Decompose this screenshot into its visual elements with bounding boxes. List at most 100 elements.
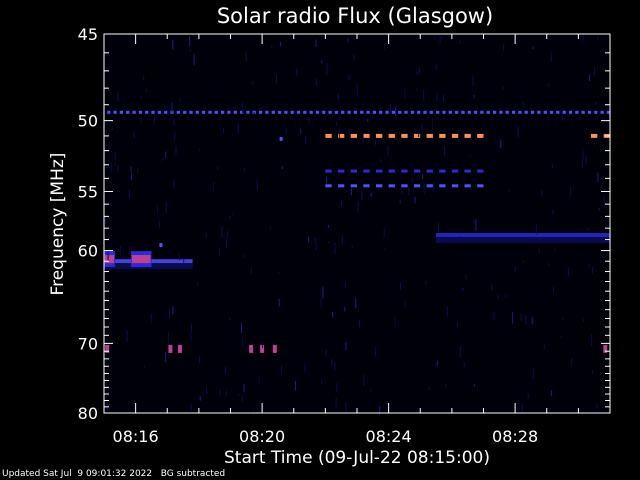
spectral-dash [202, 110, 206, 114]
noise-speck [262, 341, 264, 348]
noise-speck [550, 52, 552, 62]
spectral-dash [376, 184, 383, 188]
noise-speck [345, 342, 347, 351]
noise-speck [416, 88, 418, 91]
noise-speck [551, 390, 553, 397]
noise-speck [538, 248, 540, 254]
noise-speck [345, 402, 347, 414]
spectral-dash [439, 184, 446, 188]
plot-area [104, 34, 610, 413]
noise-speck [439, 36, 441, 43]
noise-speck [106, 401, 108, 411]
noise-speck [462, 287, 464, 291]
spectral-dash [464, 184, 471, 188]
y-tick-label: 70 [78, 334, 98, 353]
noise-speck [280, 41, 282, 47]
noise-speck [105, 217, 107, 225]
spectral-dash [350, 184, 357, 188]
spectral-dash [562, 110, 566, 114]
spectral-dash [284, 110, 288, 114]
noise-speck [271, 45, 273, 48]
noise-speck [435, 362, 437, 367]
spectral-dash [338, 169, 345, 173]
noise-speck [351, 245, 353, 249]
spectral-dash [493, 110, 497, 114]
noise-speck [165, 201, 167, 214]
noise-speck [226, 238, 227, 248]
noise-speck [334, 362, 336, 370]
noise-speck [253, 409, 255, 412]
noise-speck [232, 212, 234, 216]
noise-speck [336, 383, 338, 392]
spectral-dash [240, 110, 244, 114]
noise-speck [465, 274, 467, 280]
noise-speck [554, 248, 556, 252]
noise-speck [380, 158, 382, 163]
background-noise [105, 35, 605, 415]
noise-speck [543, 343, 545, 350]
noise-speck [179, 97, 181, 103]
noise-speck [173, 178, 175, 189]
noise-speck [441, 36, 443, 41]
noise-speck [243, 383, 245, 393]
spectral-dash [157, 110, 161, 114]
noise-speck [242, 337, 244, 348]
spectral-dash [486, 110, 490, 114]
noise-speck [423, 89, 425, 101]
noise-speck [326, 63, 328, 75]
spectral-dash [417, 110, 421, 114]
noise-speck [603, 195, 605, 207]
noise-speck [315, 39, 317, 48]
noise-speck [418, 67, 420, 74]
spectral-dash [549, 110, 554, 114]
spectral-dash [353, 110, 357, 114]
spectral-dash [556, 110, 560, 114]
spectral-dash [385, 110, 389, 114]
spectral-dash [325, 184, 332, 188]
noise-speck [500, 139, 502, 149]
spectral-dash [145, 110, 149, 114]
noise-speck [511, 312, 513, 324]
noise-speck [342, 235, 344, 245]
spectral-dash [581, 110, 585, 114]
noise-speck [463, 362, 465, 368]
noise-speck [269, 226, 271, 230]
spectral-dash [338, 184, 345, 188]
spectral-dash [189, 110, 193, 114]
noise-speck [374, 351, 376, 356]
noise-speck [472, 75, 474, 86]
noise-speck [594, 142, 596, 146]
noise-speck [178, 253, 180, 261]
noise-speck [383, 44, 385, 50]
spectral-blob [105, 255, 115, 264]
spectral-dash [423, 110, 427, 114]
noise-speck [359, 319, 360, 328]
noise-speck [256, 179, 258, 191]
noise-speck [110, 162, 112, 172]
spectral-dash [477, 169, 484, 173]
noise-speck [459, 346, 461, 358]
noise-speck [541, 190, 543, 197]
spectral-dash [388, 169, 395, 173]
noise-speck [384, 247, 386, 251]
noise-speck [363, 374, 365, 386]
x-axis-label: Start Time (09-Jul-22 08:15:00) [224, 448, 490, 468]
spectral-dash [372, 110, 376, 114]
noise-speck [588, 263, 590, 269]
noise-speck [531, 316, 533, 325]
noise-speck [399, 200, 401, 204]
spectral-dash [341, 110, 345, 114]
spectral-dash [309, 110, 313, 114]
noise-speck [226, 390, 227, 396]
noise-speck [245, 52, 247, 63]
noise-speck [348, 74, 350, 81]
noise-speck [589, 74, 591, 82]
noise-speck [206, 386, 208, 395]
y-tick-label: 80 [78, 404, 98, 423]
spectral-dash [303, 110, 307, 114]
spectral-dash [413, 184, 421, 188]
noise-speck [389, 103, 391, 115]
spectral-dash [512, 110, 516, 114]
noise-speck [532, 368, 534, 379]
noise-speck [347, 38, 349, 43]
